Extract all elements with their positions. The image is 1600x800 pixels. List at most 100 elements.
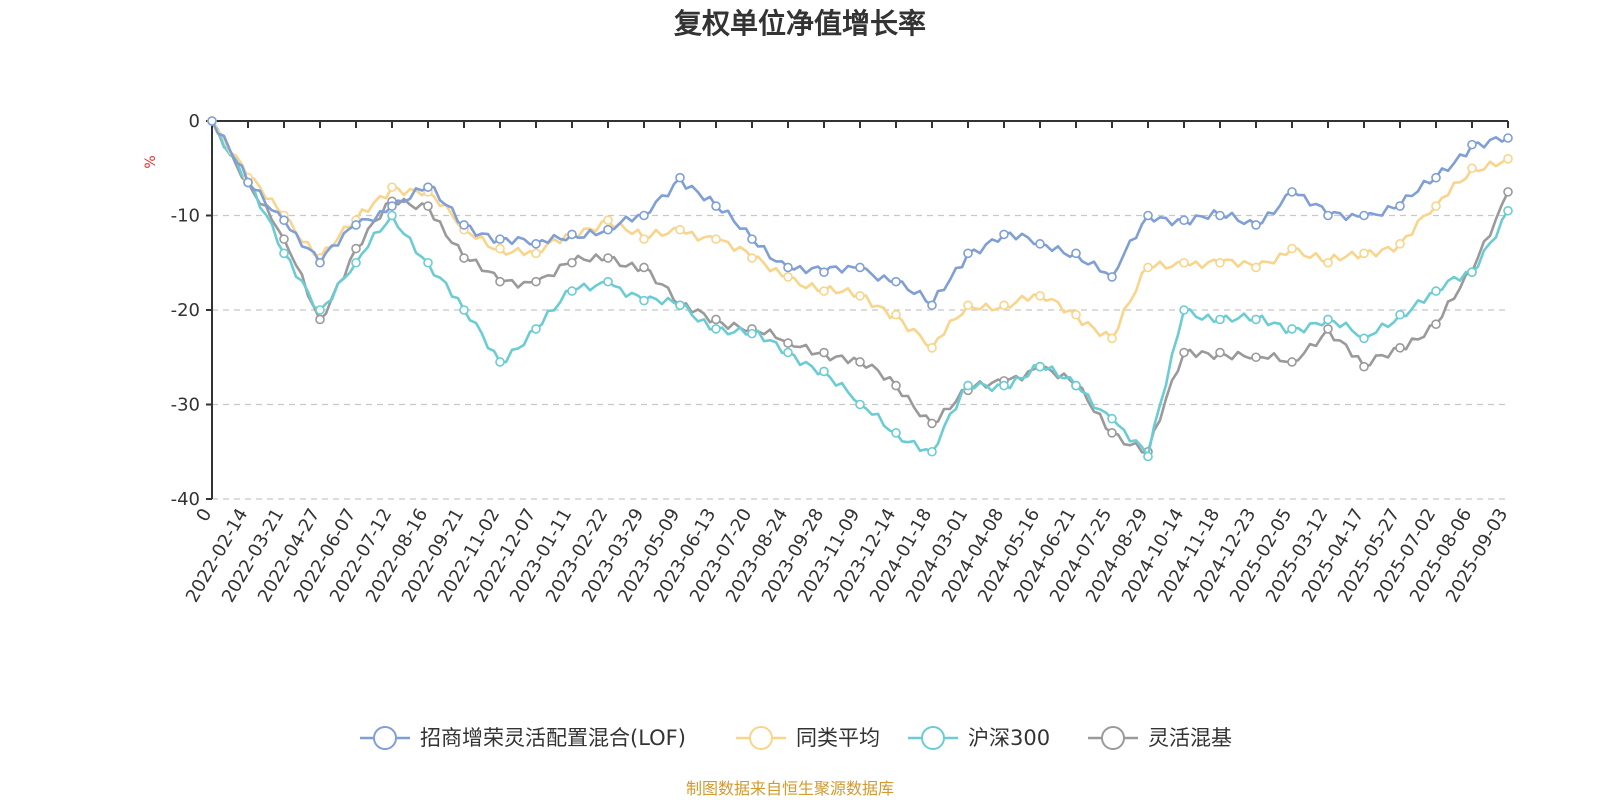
series-1-point [1107, 272, 1117, 282]
series-4-point [819, 347, 829, 358]
series-1-point [531, 239, 541, 249]
series-3-point [891, 428, 901, 438]
series-line-1 [210, 119, 1510, 307]
series-3-point [1323, 314, 1333, 325]
gridlines [212, 214, 1508, 500]
series-1-point [1035, 239, 1045, 249]
series-2-point [711, 234, 721, 244]
legend-marker-icon [749, 726, 773, 750]
y-tick-label: -40 [171, 489, 200, 510]
series-3-point [1431, 286, 1441, 296]
series-4-point [1431, 319, 1441, 329]
series-3-point [567, 286, 577, 296]
series-3-point [1035, 361, 1045, 372]
series-1-point [279, 215, 289, 226]
series-3-point [1107, 413, 1117, 424]
legend-label: 招商增荣灵活配置混合(LOF) [420, 726, 686, 750]
series-2-point [1323, 257, 1333, 268]
series-2-point [1107, 333, 1117, 344]
series-4-point [459, 253, 469, 263]
series-1-point [459, 220, 469, 230]
series-3-point [1071, 380, 1081, 391]
series-2-point [963, 300, 973, 311]
series-3-point [1467, 267, 1477, 278]
series-2-point [747, 253, 757, 263]
series-4-point [855, 357, 865, 367]
series-1-point [567, 229, 577, 240]
series-1-point [855, 262, 865, 273]
series-3-point [783, 347, 793, 358]
series-1-point [351, 220, 361, 230]
series-1-point [603, 224, 613, 235]
series-4-point [423, 201, 433, 211]
source-note: 制图数据来自恒生聚源数据库 [686, 779, 894, 798]
y-tick-label: 0 [189, 111, 200, 132]
series-4-point [1395, 342, 1405, 353]
series-3-point [747, 328, 757, 339]
series-3-point [351, 257, 361, 268]
series-1-point [639, 210, 649, 221]
y-tick-label: -10 [171, 206, 200, 227]
legend-marker-icon [921, 726, 945, 750]
series-4-point [711, 314, 721, 325]
series-3-point [675, 300, 685, 311]
series-3-point [459, 305, 469, 315]
series-4-point [1107, 428, 1117, 438]
series-2-point [387, 182, 397, 192]
legend-label: 同类平均 [796, 726, 880, 750]
series-2-point [675, 224, 685, 235]
legend-item-4[interactable]: 灵活混基 [1088, 726, 1232, 750]
series-2-point [891, 309, 901, 320]
legend-marker-icon [373, 726, 397, 750]
series-4-point [1179, 347, 1189, 358]
legend-label: 沪深300 [968, 726, 1050, 750]
series-2-point [855, 291, 865, 301]
chart-title: 复权单位净值增长率 [674, 7, 926, 40]
series-1-point [207, 116, 217, 126]
y-tick-label: -20 [171, 300, 200, 321]
series-3-point [1503, 205, 1513, 216]
series-3-point [855, 399, 865, 410]
legend-item-1[interactable]: 招商增荣灵活配置混合(LOF) [360, 726, 686, 750]
series-4-point [639, 262, 649, 273]
series-2-point [495, 243, 505, 254]
series-1-point [1071, 248, 1081, 259]
legend-label: 灵活混基 [1148, 726, 1232, 750]
series-lines [207, 116, 1513, 462]
series-3-point [279, 248, 289, 259]
series-3-point [1143, 451, 1153, 462]
series-2-point [603, 215, 613, 226]
series-2-point [1143, 262, 1153, 273]
series-3-point [315, 305, 325, 315]
series-3-point [927, 446, 937, 457]
series-3-point [1359, 333, 1369, 344]
series-2-point [1431, 201, 1441, 211]
series-3-point [603, 276, 613, 287]
series-4-point [1359, 361, 1369, 372]
series-2-point [999, 300, 1009, 311]
series-1-point [1323, 210, 1333, 221]
series-2-point [927, 342, 937, 353]
series-1-point [891, 276, 901, 287]
legend-item-2[interactable]: 同类平均 [736, 726, 880, 750]
series-4-point [927, 418, 937, 429]
series-4-point [567, 257, 577, 268]
series-3-point [1287, 324, 1297, 334]
series-3-point [495, 357, 505, 367]
series-2-point [639, 234, 649, 244]
series-2-point [1359, 248, 1369, 259]
legend-item-3[interactable]: 沪深300 [908, 726, 1050, 750]
series-4-point [315, 314, 325, 325]
series-1-point [1395, 201, 1405, 211]
series-2-point [531, 248, 541, 259]
series-1-point [1143, 210, 1153, 221]
series-2-point [819, 286, 829, 296]
series-2-point [1287, 243, 1297, 254]
series-1-point [747, 234, 757, 244]
series-1-point [495, 234, 505, 244]
series-1-point [1215, 210, 1225, 221]
series-1-point [1179, 215, 1189, 226]
x-tick-labels: 02022-02-142022-03-212022-04-272022-06-0… [182, 505, 1512, 606]
y-tick-label: -30 [171, 395, 200, 416]
series-1-point [423, 182, 433, 192]
